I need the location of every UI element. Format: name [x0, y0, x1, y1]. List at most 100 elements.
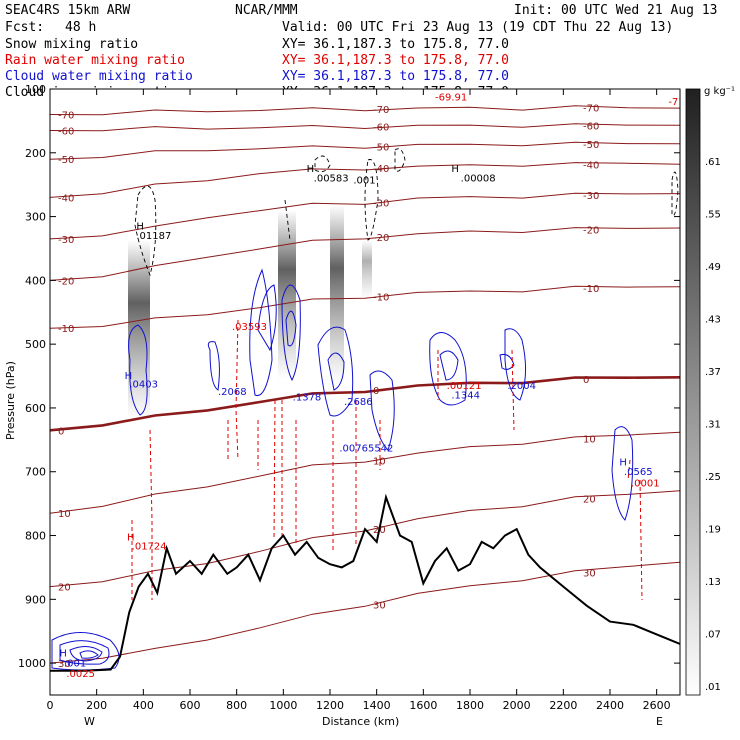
isotherm-label: 30	[58, 659, 71, 670]
isotherm-line	[50, 105, 680, 116]
colorbar-label: .61	[705, 157, 721, 168]
y-tick-label: 700	[25, 466, 46, 479]
contour-label: .0565	[624, 467, 653, 478]
colorbar-label: .19	[705, 525, 721, 536]
x-tick-label: 1800	[456, 699, 484, 712]
x-tick-label: 1000	[269, 699, 297, 712]
isotherm-label: -70	[58, 111, 74, 122]
field-xy: XY= 36.1,187.3 to 175.8, 77.0	[282, 53, 509, 68]
colorbar: g kg⁻¹ .61 .55 .49 .43 .37 .31 .25 .19 .13 .07 .01	[685, 86, 735, 696]
snow-shading	[278, 210, 296, 380]
colorbar-label: .49	[705, 262, 721, 273]
contour-label: H	[619, 457, 627, 468]
y-tick-label: 800	[25, 530, 46, 543]
x-tick-label: 600	[180, 699, 201, 712]
snow-shading	[362, 240, 372, 300]
isotherm-line	[50, 162, 680, 198]
x-tick-label: 1200	[316, 699, 344, 712]
isotherm-label: -20	[583, 225, 599, 236]
isotherm-label: -30	[373, 199, 389, 210]
x-axis-label: Distance (km)	[322, 715, 399, 728]
isotherm-label: 30	[583, 569, 596, 580]
maxima-labels: H.01187H.00583.001H.00008.03593H.0403.20…	[59, 92, 680, 680]
field-xy: XY= 36.1,187.3 to 175.8, 77.0	[282, 69, 509, 84]
colorbar-label: .31	[705, 420, 721, 431]
snow-shading	[330, 205, 344, 385]
terrain-line	[50, 493, 680, 672]
center-title: NCAR/MMM	[235, 3, 298, 18]
contour-label: .00765542	[339, 443, 393, 454]
isotherm-label: 30	[373, 600, 386, 611]
field-xy: XY= 36.1,187.3 to 175.8, 77.0	[282, 37, 509, 52]
cloud-water-contours	[51, 268, 634, 671]
isotherm-label: 0	[58, 426, 64, 437]
x-tick-label: 2000	[503, 699, 531, 712]
isotherm-label: 10	[373, 456, 386, 467]
y-tick-label: 100	[25, 83, 46, 96]
contour-label: .0403	[129, 380, 158, 391]
isotherm-label: -40	[583, 160, 599, 171]
x-tick-label: 0	[47, 699, 54, 712]
isotherm-line	[50, 141, 680, 160]
contour-label: .1344	[451, 390, 480, 401]
isotherm-line	[50, 431, 680, 514]
fcst-label: Fcst:	[5, 20, 44, 35]
isotherm-label: 10	[58, 509, 71, 520]
x-tick-label: 200	[86, 699, 107, 712]
colorbar-label: .07	[705, 630, 721, 641]
x-tick-label: 800	[226, 699, 247, 712]
valid-time: Valid: 00 UTC Fri 23 Aug 13 (19 CDT Thu …	[282, 20, 673, 35]
isotherm-line	[50, 376, 680, 432]
snow-shading	[128, 240, 150, 420]
isotherm-label: -60	[58, 126, 74, 137]
contour-label: H	[127, 533, 135, 544]
contour-label: .0001	[631, 478, 660, 489]
colorbar-label: .13	[705, 577, 721, 588]
y-tick-label: 600	[25, 402, 46, 415]
isotherm-label: -20	[373, 233, 389, 244]
isotherm-label: -50	[58, 155, 74, 166]
isotherm-label: -20	[58, 276, 74, 287]
isotherm-label: 0	[583, 375, 589, 386]
isotherm-lines: -70 -70 -70 -60 -60 -60 -50 -50 -50 -40 -40 -40 -30 -…	[50, 103, 680, 670]
x-tick-label: 1400	[363, 699, 391, 712]
y-tick-label: 900	[25, 593, 46, 606]
west-label: W	[84, 715, 95, 728]
y-tick-label: 1000	[18, 657, 46, 670]
colorbar-label: .43	[705, 315, 721, 326]
isotherm-label: 20	[583, 495, 596, 506]
plot-frame	[49, 88, 681, 696]
isotherm-line	[50, 123, 680, 132]
model-title: SEAC4RS 15km ARW	[5, 3, 130, 18]
isotherm-label: 0	[373, 386, 379, 397]
isotherm-line	[50, 561, 680, 664]
isotherm-label: -30	[583, 191, 599, 202]
fcst-value: 48 h	[65, 20, 96, 35]
colorbar-unit: g kg⁻¹	[704, 86, 735, 97]
contour-label: H	[125, 371, 133, 382]
cloud-ice-contours	[134, 148, 679, 277]
contour-label: .00583	[314, 173, 349, 184]
contour-label: .01724	[132, 542, 167, 553]
isotherm-line	[50, 285, 680, 329]
contour-label: .01187	[136, 231, 171, 242]
isotherm-label: -40	[58, 193, 74, 204]
colorbar-label: .01	[705, 682, 721, 693]
y-tick-label: 300	[25, 211, 46, 224]
colorbar-label: .55	[705, 210, 721, 221]
contour-label: -69.91	[435, 92, 467, 103]
colorbar-label: .37	[705, 367, 721, 378]
contour-label: H	[136, 221, 144, 232]
contour-label: .03593	[232, 322, 267, 333]
isotherm-label: 10	[583, 435, 596, 446]
field-name: Rain water mixing ratio	[5, 53, 185, 68]
isotherm-label: -60	[373, 123, 389, 134]
x-tick-label: 400	[133, 699, 154, 712]
east-label: E	[656, 715, 663, 728]
x-axis: 0 200 400 600 800 1000 1200 1400 1600 1800 2000 220…	[47, 89, 671, 712]
isotherm-label: -40	[373, 164, 389, 175]
contour-label: .00008	[461, 173, 496, 184]
x-tick-label: 2400	[596, 699, 624, 712]
contour-label: .00121	[447, 381, 482, 392]
